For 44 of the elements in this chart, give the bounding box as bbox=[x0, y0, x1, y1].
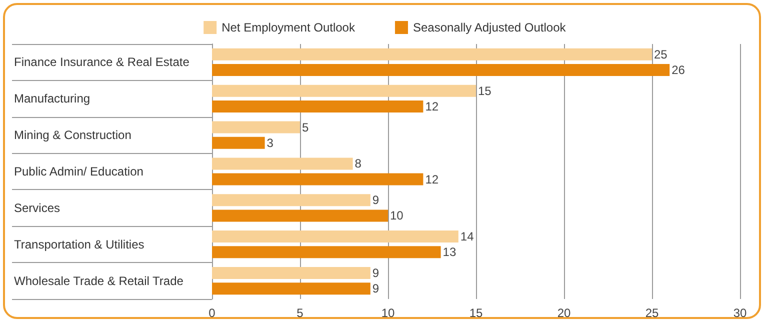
data-label: 9 bbox=[372, 266, 380, 280]
data-label: 12 bbox=[425, 99, 439, 114]
data-label: 10 bbox=[390, 208, 404, 223]
bar bbox=[212, 84, 476, 97]
bar bbox=[212, 121, 300, 134]
y-tick-label: Mining & Construction bbox=[14, 128, 132, 142]
data-label: 12 bbox=[425, 172, 439, 186]
y-tick-label: Services bbox=[14, 200, 60, 215]
data-label: 26 bbox=[672, 63, 686, 78]
bar bbox=[212, 64, 670, 76]
x-tick-label: 20 bbox=[557, 306, 571, 320]
bar bbox=[212, 48, 652, 60]
y-tick-label: Manufacturing bbox=[14, 92, 90, 106]
data-label: 9 bbox=[372, 282, 380, 296]
bar bbox=[212, 136, 265, 149]
data-label: 3 bbox=[266, 136, 274, 150]
data-label: 25 bbox=[654, 47, 668, 62]
bar bbox=[212, 194, 370, 206]
bar bbox=[212, 100, 424, 112]
bar bbox=[212, 230, 458, 243]
y-tick-label: Wholesale Trade & Retail Trade bbox=[14, 274, 184, 288]
x-tick-label: 10 bbox=[381, 306, 395, 320]
bar bbox=[212, 282, 370, 295]
bar bbox=[212, 173, 424, 186]
x-tick-label: 5 bbox=[296, 306, 304, 320]
legend-label: Seasonally Adjusted Outlook bbox=[412, 20, 567, 34]
data-label: 13 bbox=[442, 245, 456, 260]
x-tick-label: 30 bbox=[733, 306, 747, 320]
data-label: 9 bbox=[372, 193, 380, 208]
bar bbox=[212, 266, 370, 279]
bar bbox=[212, 158, 353, 170]
data-label: 5 bbox=[302, 120, 309, 134]
x-tick-label: 15 bbox=[469, 306, 483, 320]
data-label: 15 bbox=[478, 84, 492, 98]
x-tick-label: 25 bbox=[645, 306, 659, 320]
x-tick-label: 0 bbox=[208, 306, 216, 320]
y-tick-label: Transportation & Utilities bbox=[14, 237, 144, 252]
data-label: 14 bbox=[460, 230, 474, 244]
bar bbox=[212, 210, 388, 222]
y-tick-label: Finance Insurance & Real Estate bbox=[14, 55, 190, 70]
bar bbox=[212, 246, 441, 258]
data-label: 8 bbox=[354, 156, 362, 171]
legend-label: Net Employment Outlook bbox=[222, 20, 356, 34]
y-tick-label: Public Admin/ Education bbox=[14, 164, 144, 178]
